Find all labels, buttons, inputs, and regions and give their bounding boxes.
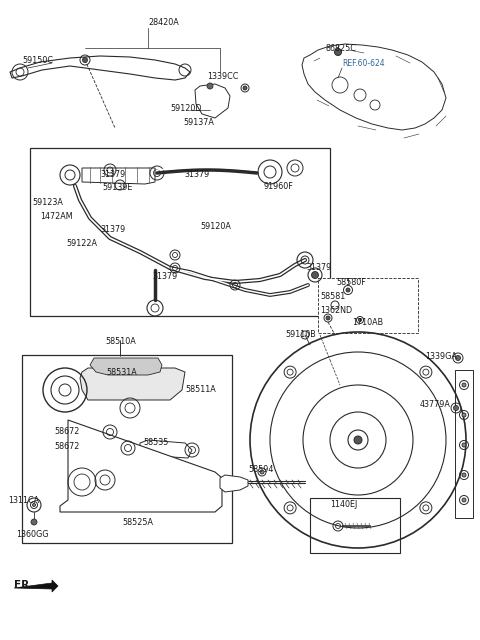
Text: 58580F: 58580F [336, 278, 366, 287]
Circle shape [31, 519, 37, 525]
Circle shape [335, 49, 341, 56]
Text: 59137A: 59137A [183, 118, 214, 127]
Text: 58581: 58581 [320, 292, 345, 301]
Text: 59120A: 59120A [200, 222, 231, 231]
Circle shape [33, 504, 36, 506]
Text: 31379: 31379 [100, 225, 125, 234]
Text: 58672: 58672 [54, 442, 79, 451]
Circle shape [462, 473, 466, 477]
Circle shape [83, 58, 87, 63]
Text: 58531A: 58531A [106, 368, 137, 377]
Polygon shape [82, 168, 155, 184]
Text: 31379: 31379 [152, 272, 177, 281]
Bar [22, 355, 232, 543]
Text: 1140EJ: 1140EJ [330, 500, 357, 509]
Text: 58525A: 58525A [122, 518, 153, 527]
Text: 59123A: 59123A [32, 198, 63, 207]
Text: 58594: 58594 [248, 465, 274, 474]
Circle shape [354, 436, 362, 444]
Text: 31379: 31379 [306, 263, 331, 272]
Bar [310, 498, 400, 553]
Circle shape [359, 319, 361, 321]
Text: 58510A: 58510A [105, 337, 136, 346]
Circle shape [243, 86, 247, 90]
Text: 43779A: 43779A [420, 400, 451, 409]
Bar [30, 148, 330, 316]
Circle shape [462, 383, 466, 387]
Text: 31379: 31379 [184, 170, 209, 179]
Text: 1710AB: 1710AB [352, 318, 383, 327]
Text: 91960F: 91960F [264, 182, 294, 191]
Text: 1362ND: 1362ND [320, 306, 352, 315]
Circle shape [346, 288, 350, 292]
Polygon shape [14, 580, 58, 592]
Text: FR.: FR. [14, 580, 34, 590]
Text: 1360GG: 1360GG [16, 530, 48, 539]
Text: 1472AM: 1472AM [40, 212, 72, 221]
Text: 1311CA: 1311CA [8, 496, 39, 505]
Polygon shape [10, 56, 190, 80]
Polygon shape [90, 358, 162, 375]
Circle shape [462, 413, 466, 417]
Polygon shape [195, 84, 230, 118]
Text: 28420A: 28420A [148, 18, 179, 27]
Polygon shape [80, 368, 185, 400]
Bar [318, 278, 418, 333]
Polygon shape [60, 420, 222, 512]
Circle shape [456, 355, 460, 360]
Text: 59122A: 59122A [66, 239, 97, 248]
Circle shape [462, 498, 466, 502]
Polygon shape [220, 475, 248, 492]
Circle shape [207, 83, 213, 89]
Circle shape [326, 316, 330, 320]
Bar [455, 370, 473, 518]
Text: 86825C: 86825C [325, 44, 356, 53]
Text: 1339GA: 1339GA [425, 352, 457, 361]
Text: 59120D: 59120D [170, 104, 202, 113]
Polygon shape [302, 44, 446, 130]
Text: 31379: 31379 [100, 170, 125, 179]
Text: 1339CC: 1339CC [207, 72, 239, 81]
Circle shape [312, 271, 319, 278]
Text: 59150C: 59150C [22, 56, 53, 65]
Text: REF.60-624: REF.60-624 [342, 59, 384, 68]
Text: 58672: 58672 [54, 427, 79, 436]
Text: 58535: 58535 [143, 438, 168, 447]
Text: 59110B: 59110B [285, 330, 316, 339]
Circle shape [462, 443, 466, 447]
Text: 58511A: 58511A [185, 385, 216, 394]
Polygon shape [140, 440, 192, 458]
Text: 59139E: 59139E [102, 183, 132, 192]
Circle shape [454, 406, 458, 410]
Circle shape [260, 470, 264, 474]
